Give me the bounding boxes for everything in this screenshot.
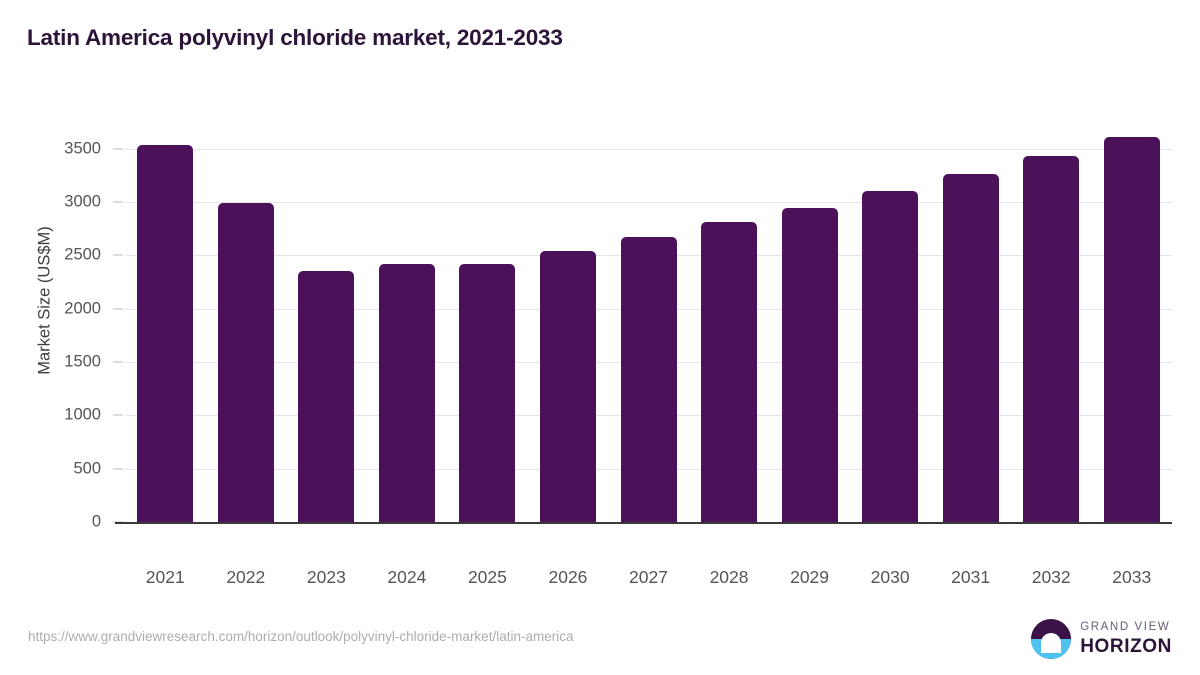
logo-text-grand-view: GRAND VIEW xyxy=(1080,620,1171,633)
gridline xyxy=(125,148,1172,150)
bar[interactable] xyxy=(539,250,596,522)
horizon-line-upper xyxy=(1042,644,1060,647)
bar[interactable] xyxy=(862,191,919,522)
bar[interactable] xyxy=(137,145,194,522)
source-url[interactable]: https://www.grandviewresearch.com/horizo… xyxy=(28,629,574,644)
x-axis-tick-label: 2032 xyxy=(1031,567,1071,587)
x-axis-tick-label: 2024 xyxy=(387,567,427,587)
y-axis-tick-mark xyxy=(113,414,123,416)
x-axis-tick-label: 2029 xyxy=(790,567,830,587)
logo-wordmark: GRAND VIEW HORIZON xyxy=(1080,620,1172,658)
plot-area xyxy=(115,86,1172,558)
y-axis-tick-labels: 0 500 1000 1500 2000 2500 3000 3500 xyxy=(0,86,123,596)
y-axis-tick-label: 3500 xyxy=(64,139,101,158)
x-axis-tick-label: 2021 xyxy=(145,567,185,587)
y-axis-tick-mark xyxy=(113,148,123,150)
x-axis-tick-label: 2033 xyxy=(1112,567,1152,587)
y-axis-tick-label: 2000 xyxy=(64,299,101,318)
y-axis-tick-label: 1000 xyxy=(64,405,101,424)
y-axis-tick-mark xyxy=(113,308,123,310)
bar[interactable] xyxy=(1023,155,1080,522)
x-axis-tick-label: 2031 xyxy=(951,567,991,587)
horizon-sun-icon xyxy=(1031,619,1072,659)
x-axis-line xyxy=(115,522,1172,524)
logo-text-horizon: HORIZON xyxy=(1080,636,1172,658)
x-axis-tick-label: 2023 xyxy=(306,567,346,587)
x-axis-tick-label: 2022 xyxy=(226,567,266,587)
bar[interactable] xyxy=(459,263,516,522)
bar[interactable] xyxy=(378,264,435,522)
y-axis-tick-label: 3000 xyxy=(64,192,101,211)
grand-view-horizon-logo: GRAND VIEW HORIZON xyxy=(1031,616,1172,662)
bar[interactable] xyxy=(942,173,999,522)
x-axis-tick-labels: 2021 2022 2023 2024 2025 2026 2027 2028 2029 2030… xyxy=(125,558,1172,598)
bar[interactable] xyxy=(701,221,758,522)
x-axis-tick-label: 2026 xyxy=(548,567,588,587)
bar[interactable] xyxy=(1103,136,1160,522)
y-axis-tick-mark xyxy=(113,361,123,363)
x-axis-tick-label: 2030 xyxy=(870,567,910,587)
page-title: Latin America polyvinyl chloride market,… xyxy=(27,25,563,50)
horizon-line-lower xyxy=(1045,649,1057,652)
y-axis-tick-label: 500 xyxy=(73,459,101,478)
bar[interactable] xyxy=(620,236,677,522)
bar-series xyxy=(125,86,1172,558)
bar[interactable] xyxy=(217,203,274,522)
y-axis-tick-mark xyxy=(113,468,123,470)
y-axis-tick-label: 2500 xyxy=(64,245,101,264)
chart-plot-wrapper: Market Size (US$M) 0 500 1000 1500 2000 2500 3… xyxy=(0,86,1200,596)
bar[interactable] xyxy=(781,207,838,522)
y-axis-tick-mark xyxy=(113,254,123,256)
y-axis-tick-label: 0 xyxy=(91,512,101,531)
x-axis-tick-label: 2025 xyxy=(467,567,507,587)
bar[interactable] xyxy=(298,270,355,522)
x-axis-tick-label: 2027 xyxy=(629,567,668,587)
y-axis-tick-label: 1500 xyxy=(64,352,101,371)
horizon-dome-shape xyxy=(1041,632,1062,653)
x-axis-tick-label: 2028 xyxy=(709,567,749,587)
gridline xyxy=(125,202,1172,203)
y-axis-tick-mark xyxy=(113,201,123,203)
